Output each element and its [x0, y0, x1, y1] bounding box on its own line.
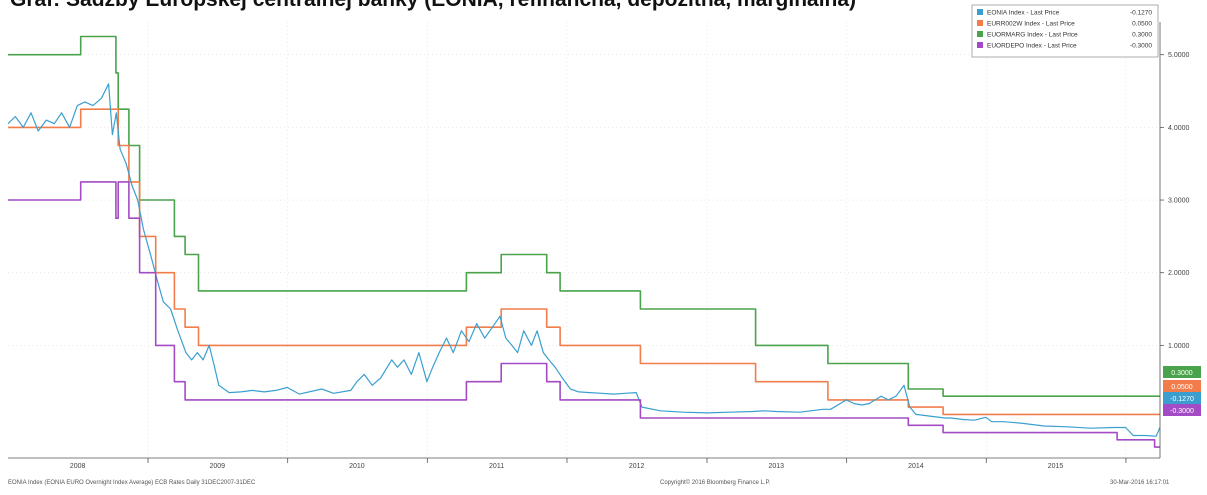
last-value-tag-deposit: [1163, 404, 1201, 416]
last-value-tag-refi: [1163, 380, 1201, 392]
legend-label: EUORMARG Index - Last Price: [987, 32, 1078, 39]
legend-value: 0.0500: [1132, 21, 1152, 28]
y-tick-label: 4.0000: [1168, 125, 1190, 132]
series-line-deposit: [8, 181, 1160, 448]
x-tick-label: 2011: [489, 463, 504, 470]
legend-swatch: [977, 9, 983, 15]
x-tick-label: 2014: [908, 463, 924, 470]
legend-value: 0.3000: [1132, 32, 1152, 39]
legend-swatch: [977, 31, 983, 37]
chart-title-partial: Graf: Sadzby Europskej centrálnej banky …: [10, 0, 856, 11]
y-tick-label: 2.0000: [1168, 270, 1190, 277]
legend-value: -0.3000: [1130, 43, 1152, 50]
x-tick-label: 2008: [70, 463, 86, 470]
x-tick-label: 2015: [1048, 463, 1064, 470]
legend-box: [971, 4, 1159, 58]
legend-label: EUORDEPO Index - Last Price: [987, 43, 1077, 50]
x-tick-label: 2012: [629, 463, 645, 470]
last-value-label-eonia: -0.1270: [1170, 396, 1194, 403]
legend-swatch: [977, 42, 983, 48]
last-value-label-marginal: 0.3000: [1171, 370, 1193, 377]
last-value-tag-eonia: [1163, 392, 1201, 404]
footer-source: EONIA Index (EONIA EURO Overnight Index …: [8, 480, 256, 486]
y-tick-label: 3.0000: [1168, 198, 1190, 205]
x-tick-label: 2013: [768, 463, 784, 470]
y-tick-label: 5.0000: [1168, 52, 1190, 59]
footer-timestamp: 30-Mar-2016 16:17:01: [1110, 480, 1170, 486]
plot-area: [8, 22, 1160, 458]
legend-label: EURR002W Index - Last Price: [987, 21, 1075, 28]
footer-copyright: Copyright© 2016 Bloomberg Finance L.P.: [660, 480, 771, 486]
x-tick-label: 2009: [209, 463, 225, 470]
last-value-tag-marginal: [1163, 366, 1201, 378]
x-tick-label: 2010: [349, 463, 365, 470]
series-line-eonia: [7, 83, 1161, 437]
legend-swatch: [977, 20, 983, 26]
legend-label: EONIA Index - Last Price: [987, 10, 1060, 17]
last-value-label-deposit: -0.3000: [1170, 408, 1194, 415]
legend-value: -0.1270: [1130, 10, 1152, 17]
y-tick-label: 1.0000: [1168, 343, 1190, 350]
last-value-label-refi: 0.0500: [1171, 384, 1193, 391]
